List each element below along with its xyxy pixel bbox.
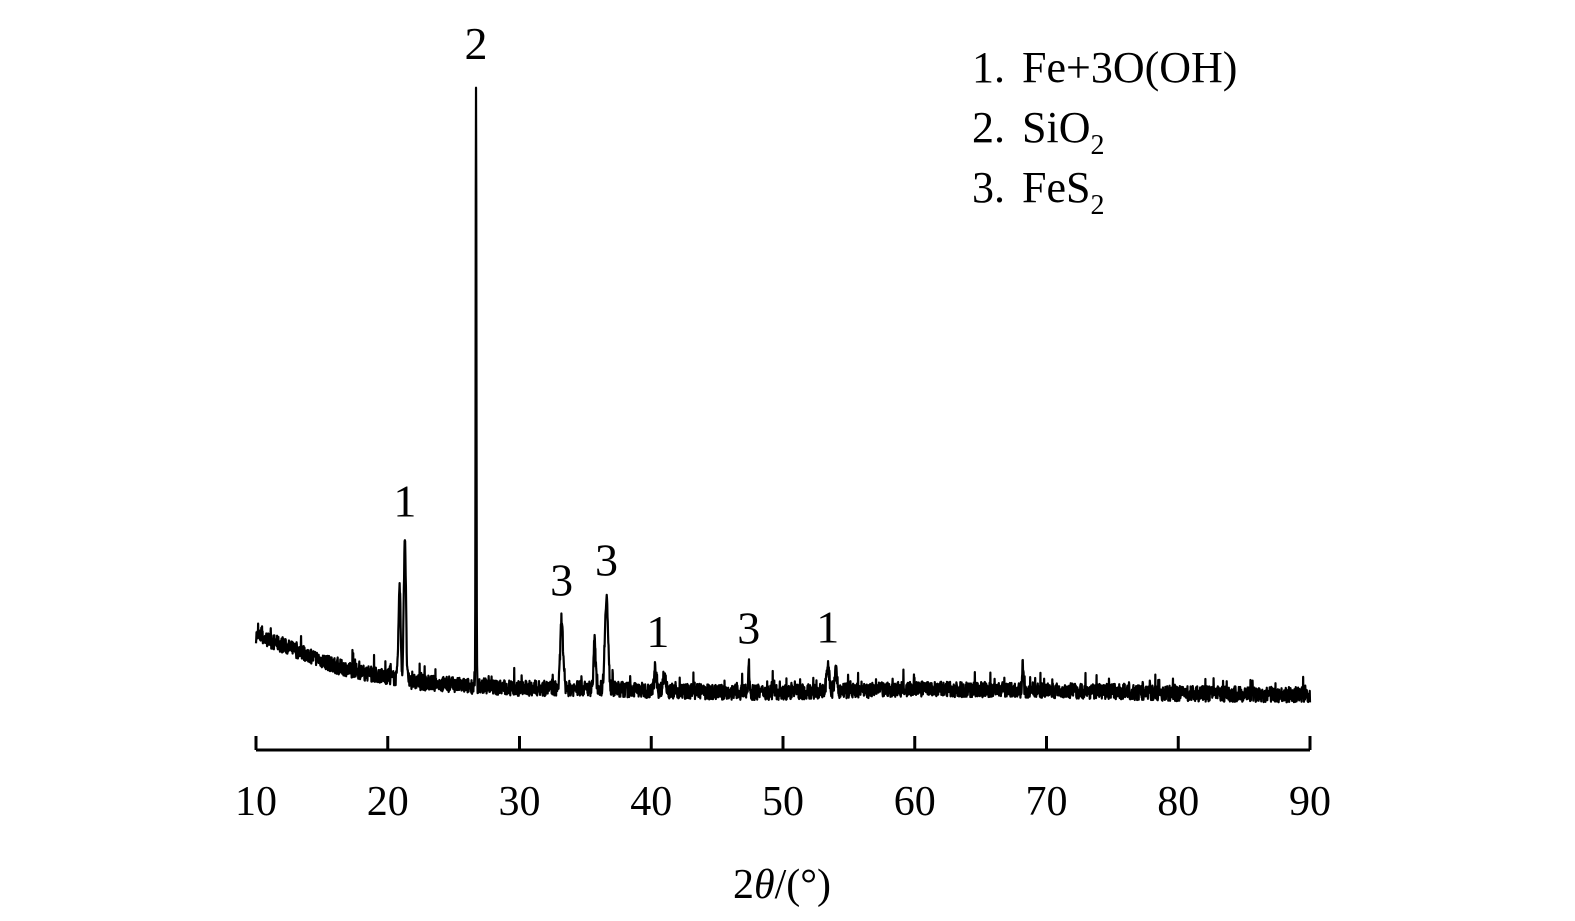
x-tick-label-90: 90: [1289, 779, 1331, 825]
x-tick-label-60: 60: [894, 779, 936, 825]
legend-entry-number: 1.: [972, 43, 1005, 92]
diffraction-pattern-line: [254, 86, 1312, 704]
legend-entry-subscript: 2: [1090, 130, 1104, 161]
x-axis-tick-labels: 10 20 30 40 50 60 70 80 90: [235, 779, 1331, 825]
x-tick-label-70: 70: [1026, 779, 1068, 825]
legend-entry-subscript: 2: [1090, 190, 1104, 221]
legend-entry-formula: SiO: [1022, 103, 1090, 152]
peak-label: 3: [737, 602, 760, 653]
x-axis-title-theta: θ: [754, 862, 775, 908]
legend-entry-number: 2.: [972, 103, 1005, 152]
x-tick-label-50: 50: [762, 779, 804, 825]
x-axis-title: 2θ/(°): [733, 862, 831, 908]
x-tick-label-40: 40: [630, 779, 672, 825]
x-axis-ticks: [254, 736, 1312, 750]
peak-labels: 123 31 3 1: [393, 18, 839, 657]
peak-label: 1: [393, 475, 416, 526]
peak-label: 3: [550, 555, 573, 606]
peak-label: 1: [816, 602, 839, 653]
x-tick-label-30: 30: [499, 779, 541, 825]
peak-label: 1: [646, 606, 669, 657]
legend-entry-2: 2. SiO2: [972, 103, 1104, 161]
x-axis: 10 20 30 40 50 60 70 80 90: [235, 736, 1331, 825]
legend-entry-label: Fe+3O(OH): [1022, 43, 1237, 92]
peak-label: 2: [465, 18, 488, 69]
x-axis-title-prefix: 2: [733, 862, 754, 908]
x-tick-label-80: 80: [1157, 779, 1199, 825]
legend-entry-formula: FeS: [1022, 163, 1090, 212]
x-tick-label-20: 20: [367, 779, 409, 825]
x-axis-title-suffix: /(°): [775, 862, 831, 908]
plot-area: [254, 86, 1312, 704]
peak-label: 3: [595, 535, 618, 586]
x-tick-label-10: 10: [235, 779, 277, 825]
legend-entry-formula: Fe+3O(OH): [1022, 43, 1237, 92]
legend-entry-1: 1. Fe+3O(OH): [972, 43, 1237, 92]
legend-entry-label: SiO2: [1022, 103, 1104, 161]
legend-entry-number: 3.: [972, 163, 1005, 212]
legend-entry-label: FeS2: [1022, 163, 1104, 221]
legend-entry-3: 3. FeS2: [972, 163, 1104, 221]
